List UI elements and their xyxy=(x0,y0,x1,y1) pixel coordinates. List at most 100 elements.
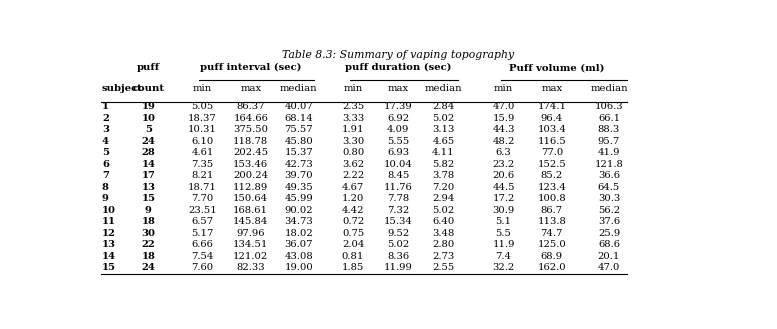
Text: 5.82: 5.82 xyxy=(432,160,455,169)
Text: min: min xyxy=(343,84,363,93)
Text: 47.0: 47.0 xyxy=(493,102,515,111)
Text: 36.6: 36.6 xyxy=(598,171,620,180)
Text: 106.3: 106.3 xyxy=(594,102,623,111)
Text: 4: 4 xyxy=(102,137,109,146)
Text: 10: 10 xyxy=(141,114,155,123)
Text: median: median xyxy=(591,84,628,93)
Text: 20.6: 20.6 xyxy=(493,171,514,180)
Text: 5.02: 5.02 xyxy=(432,206,455,215)
Text: Table 8.3: Summary of vaping topography: Table 8.3: Summary of vaping topography xyxy=(282,50,514,60)
Text: 202.45: 202.45 xyxy=(233,148,268,157)
Text: 4.67: 4.67 xyxy=(342,183,364,192)
Text: 9: 9 xyxy=(145,206,152,215)
Text: 4.65: 4.65 xyxy=(432,137,455,146)
Text: 152.5: 152.5 xyxy=(538,160,566,169)
Text: 14: 14 xyxy=(102,252,116,261)
Text: 34.73: 34.73 xyxy=(284,217,313,226)
Text: 5.5: 5.5 xyxy=(496,229,511,238)
Text: 0.81: 0.81 xyxy=(342,252,364,261)
Text: 112.89: 112.89 xyxy=(233,183,268,192)
Text: 8.36: 8.36 xyxy=(387,252,409,261)
Text: 9.52: 9.52 xyxy=(387,229,409,238)
Text: 48.2: 48.2 xyxy=(493,137,515,146)
Text: 5.55: 5.55 xyxy=(387,137,409,146)
Text: count: count xyxy=(132,84,164,93)
Text: 5.17: 5.17 xyxy=(191,229,214,238)
Text: 24: 24 xyxy=(141,137,155,146)
Text: 41.9: 41.9 xyxy=(598,148,620,157)
Text: 3.13: 3.13 xyxy=(432,125,455,134)
Text: 125.0: 125.0 xyxy=(538,240,566,249)
Text: 44.3: 44.3 xyxy=(493,125,515,134)
Text: 11.99: 11.99 xyxy=(384,264,413,272)
Text: 4.09: 4.09 xyxy=(387,125,409,134)
Text: 1: 1 xyxy=(102,102,109,111)
Text: 30: 30 xyxy=(141,229,155,238)
Text: 18.71: 18.71 xyxy=(188,183,217,192)
Text: 85.2: 85.2 xyxy=(541,171,563,180)
Text: 0.75: 0.75 xyxy=(342,229,364,238)
Text: 10.04: 10.04 xyxy=(384,160,413,169)
Text: 14: 14 xyxy=(141,160,155,169)
Text: 39.70: 39.70 xyxy=(284,171,313,180)
Text: 5: 5 xyxy=(145,125,152,134)
Text: min: min xyxy=(193,84,212,93)
Text: 164.66: 164.66 xyxy=(233,114,268,123)
Text: 8.21: 8.21 xyxy=(191,171,214,180)
Text: 32.2: 32.2 xyxy=(493,264,514,272)
Text: 3.48: 3.48 xyxy=(432,229,455,238)
Text: 86.7: 86.7 xyxy=(541,206,563,215)
Text: 2.35: 2.35 xyxy=(342,102,364,111)
Text: 15: 15 xyxy=(102,264,116,272)
Text: 7.60: 7.60 xyxy=(191,264,214,272)
Text: 96.4: 96.4 xyxy=(541,114,563,123)
Text: 2: 2 xyxy=(102,114,109,123)
Text: 375.50: 375.50 xyxy=(233,125,268,134)
Text: median: median xyxy=(424,84,462,93)
Text: 1.85: 1.85 xyxy=(342,264,364,272)
Text: 4.42: 4.42 xyxy=(342,206,364,215)
Text: 7.35: 7.35 xyxy=(191,160,214,169)
Text: 68.9: 68.9 xyxy=(541,252,563,261)
Text: 43.08: 43.08 xyxy=(284,252,313,261)
Text: 134.51: 134.51 xyxy=(233,240,268,249)
Text: 4.61: 4.61 xyxy=(191,148,214,157)
Text: 8: 8 xyxy=(102,183,109,192)
Text: 3.62: 3.62 xyxy=(342,160,364,169)
Text: 56.2: 56.2 xyxy=(598,206,620,215)
Text: 74.7: 74.7 xyxy=(541,229,563,238)
Text: 7.32: 7.32 xyxy=(387,206,409,215)
Text: 75.57: 75.57 xyxy=(284,125,313,134)
Text: 2.80: 2.80 xyxy=(432,240,455,249)
Text: 1.20: 1.20 xyxy=(342,194,364,203)
Text: min: min xyxy=(494,84,514,93)
Text: 47.0: 47.0 xyxy=(598,264,620,272)
Text: 17.2: 17.2 xyxy=(493,194,515,203)
Text: 37.6: 37.6 xyxy=(598,217,620,226)
Text: 66.1: 66.1 xyxy=(598,114,620,123)
Text: 13: 13 xyxy=(102,240,116,249)
Text: 20.1: 20.1 xyxy=(598,252,620,261)
Text: 121.8: 121.8 xyxy=(594,160,623,169)
Text: 77.0: 77.0 xyxy=(541,148,563,157)
Text: 23.2: 23.2 xyxy=(493,160,514,169)
Text: 7: 7 xyxy=(102,171,109,180)
Text: 7.20: 7.20 xyxy=(432,183,455,192)
Text: 2.73: 2.73 xyxy=(432,252,455,261)
Text: 145.84: 145.84 xyxy=(233,217,268,226)
Text: 45.80: 45.80 xyxy=(284,137,313,146)
Text: 5: 5 xyxy=(102,148,109,157)
Text: 30.9: 30.9 xyxy=(493,206,514,215)
Text: 6.66: 6.66 xyxy=(192,240,214,249)
Text: 44.5: 44.5 xyxy=(493,183,515,192)
Text: 162.0: 162.0 xyxy=(538,264,566,272)
Text: median: median xyxy=(280,84,318,93)
Text: 86.37: 86.37 xyxy=(236,102,265,111)
Text: 24: 24 xyxy=(141,264,155,272)
Text: 1.91: 1.91 xyxy=(342,125,364,134)
Text: 6.10: 6.10 xyxy=(191,137,214,146)
Text: 90.02: 90.02 xyxy=(284,206,313,215)
Text: 15.34: 15.34 xyxy=(384,217,413,226)
Text: 17: 17 xyxy=(141,171,155,180)
Text: 19: 19 xyxy=(141,102,155,111)
